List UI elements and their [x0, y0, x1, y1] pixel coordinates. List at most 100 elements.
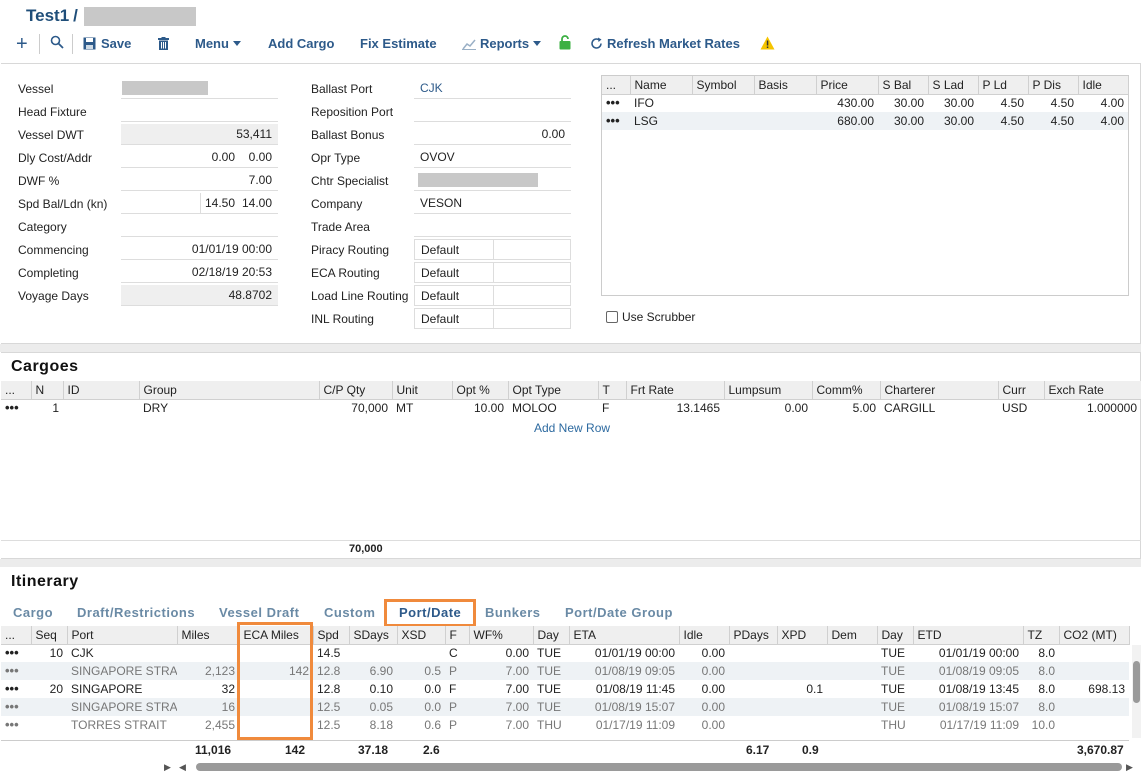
field-value[interactable]: 53,411	[121, 124, 278, 145]
itinerary-horizontal-scrollbar[interactable]: ▶ ◀ ▶	[160, 760, 1141, 773]
column-header[interactable]: Curr	[998, 381, 1045, 400]
column-header[interactable]: Frt Rate	[626, 381, 725, 400]
tab-bunkers[interactable]: Bunkers	[485, 605, 541, 620]
scroll-left-icon[interactable]: ◀	[179, 762, 186, 772]
column-header[interactable]: WF%	[469, 626, 534, 645]
routing-extra-cell[interactable]	[493, 262, 571, 283]
table-row[interactable]: ••• SINGAPORE STRA 2,123 142 12.8 6.90 0.5 P 7.0…	[1, 662, 1129, 680]
column-header[interactable]: Name	[630, 76, 693, 95]
scrollbar-thumb[interactable]	[196, 763, 1122, 771]
column-header[interactable]: ETD	[913, 626, 1024, 645]
field-value[interactable]: OVOV	[414, 147, 571, 168]
field-value[interactable]: 02/18/19 20:53	[121, 262, 278, 283]
field-value[interactable]: Default	[414, 262, 494, 283]
column-header[interactable]: TZ	[1023, 626, 1060, 645]
row-menu-icon[interactable]: •••	[5, 681, 19, 696]
column-header[interactable]: Charterer	[880, 381, 999, 400]
column-header[interactable]: Opt Type	[508, 381, 599, 400]
column-header[interactable]: ID	[63, 381, 140, 400]
field-value[interactable]: 14.50	[121, 193, 241, 214]
table-row[interactable]: ••• TORRES STRAIT 2,455 12.5 8.18 0.6 P 7.00 THU…	[1, 716, 1129, 734]
column-header[interactable]: Comm%	[812, 381, 881, 400]
routing-extra-cell[interactable]	[493, 285, 571, 306]
tab-cargo[interactable]: Cargo	[13, 605, 54, 620]
column-header[interactable]: Seq	[31, 626, 68, 645]
row-menu-icon[interactable]: •••	[5, 717, 19, 732]
scroll-left-icon[interactable]: ▶	[164, 762, 171, 772]
field-value[interactable]	[414, 216, 571, 237]
column-header[interactable]: CO2 (MT)	[1059, 626, 1130, 645]
column-header[interactable]: Group	[139, 381, 320, 400]
column-header[interactable]: Unit	[392, 381, 453, 400]
table-row[interactable]: ••• LSG 680.00 30.00 30.00 4.50 4.50 4.00	[602, 112, 1128, 130]
routing-extra-cell[interactable]	[493, 239, 571, 260]
column-header[interactable]: Lumpsum	[724, 381, 813, 400]
table-row[interactable]: ••• SINGAPORE STRA 16 12.5 0.05 0.0 P 7.00 TUE 01…	[1, 698, 1129, 716]
row-menu-icon[interactable]: •••	[602, 112, 630, 130]
row-menu-icon[interactable]: •••	[5, 645, 19, 661]
field-value[interactable]: CJK	[414, 78, 571, 99]
table-row[interactable]: ••• 1 DRY 70,000 MT 10.00 MOLOO F 13.1465 0.00 5.0…	[1, 399, 1141, 417]
scrollbar-thumb[interactable]	[1133, 661, 1140, 703]
column-header[interactable]: C/P Qty	[319, 381, 393, 400]
row-menu-icon[interactable]: •••	[1, 662, 31, 680]
tab-custom[interactable]: Custom	[324, 605, 376, 620]
column-header[interactable]: T	[598, 381, 627, 400]
field-value[interactable]	[121, 216, 278, 237]
field-value-2[interactable]: 14.00	[200, 193, 278, 214]
column-header[interactable]: P Dis	[1028, 76, 1079, 95]
field-value[interactable]: 0.00	[414, 124, 571, 145]
scroll-right-icon[interactable]: ▶	[1126, 762, 1133, 772]
tab-port-date-group[interactable]: Port/Date Group	[565, 605, 673, 620]
column-header[interactable]: PDays	[729, 626, 778, 645]
column-header[interactable]: ...	[602, 76, 631, 95]
refresh-market-rates-button[interactable]: Refresh Market Rates	[590, 36, 740, 51]
lock-icon[interactable]	[559, 35, 571, 50]
table-row[interactable]: ••• 20 SINGAPORE 32 12.8 0.10 0.0 F 7.00 TUE 01/08…	[1, 680, 1129, 698]
field-value[interactable]: 48.8702	[121, 285, 278, 306]
column-header[interactable]: Idle	[1078, 76, 1129, 95]
reports-dropdown[interactable]: Reports	[462, 36, 542, 51]
column-header[interactable]: Opt %	[452, 381, 509, 400]
field-value[interactable]	[414, 101, 571, 122]
column-header[interactable]: SDays	[349, 626, 398, 645]
column-header[interactable]: Dem	[827, 626, 878, 645]
row-menu-icon[interactable]: •••	[606, 95, 620, 111]
column-header[interactable]: Day	[877, 626, 914, 645]
column-header[interactable]: Miles	[177, 626, 240, 645]
column-header[interactable]: Symbol	[692, 76, 755, 95]
column-header[interactable]: XSD	[397, 626, 446, 645]
column-header[interactable]: ...	[1, 381, 32, 400]
tab-port-date[interactable]: Port/Date	[399, 605, 462, 620]
fix-estimate-button[interactable]: Fix Estimate	[360, 36, 437, 51]
column-header[interactable]: S Bal	[878, 76, 929, 95]
table-row[interactable]: ••• IFO 430.00 30.00 30.00 4.50 4.50 4.00	[602, 94, 1128, 112]
column-header[interactable]: XPD	[777, 626, 828, 645]
use-scrubber-checkbox[interactable]	[606, 311, 618, 323]
add-cargo-button[interactable]: Add Cargo	[268, 36, 335, 51]
delete-button[interactable]	[158, 37, 169, 50]
menu-dropdown[interactable]: Menu	[195, 36, 241, 51]
save-button[interactable]: Save	[83, 36, 131, 51]
field-value[interactable]: Default	[414, 285, 494, 306]
row-menu-icon[interactable]: •••	[1, 698, 31, 716]
column-header[interactable]: Price	[816, 76, 879, 95]
field-value[interactable]: 01/01/19 00:00	[121, 239, 278, 260]
field-value[interactable]: 7.00	[121, 170, 278, 191]
search-icon[interactable]	[50, 35, 64, 49]
table-row[interactable]: ••• 10 CJK 14.5 C 0.00 TUE 01/01/19 00:00 0.00 TU…	[1, 644, 1129, 662]
column-header[interactable]: ETA	[569, 626, 680, 645]
field-value[interactable]	[121, 101, 278, 122]
column-header[interactable]: F	[445, 626, 470, 645]
add-icon[interactable]: +	[16, 33, 28, 55]
tab-draft-restrictions[interactable]: Draft/Restrictions	[77, 605, 196, 620]
field-value[interactable]: Default	[414, 239, 494, 260]
field-value-2[interactable]: 0.00	[200, 147, 278, 168]
warning-icon[interactable]	[760, 36, 775, 50]
row-menu-icon[interactable]: •••	[5, 400, 19, 416]
field-value[interactable]: 0.00	[121, 147, 241, 168]
column-header[interactable]: Spd	[313, 626, 350, 645]
column-header[interactable]: Idle	[679, 626, 730, 645]
vessel-field[interactable]	[121, 78, 278, 99]
field-value[interactable]: Default	[414, 308, 494, 329]
